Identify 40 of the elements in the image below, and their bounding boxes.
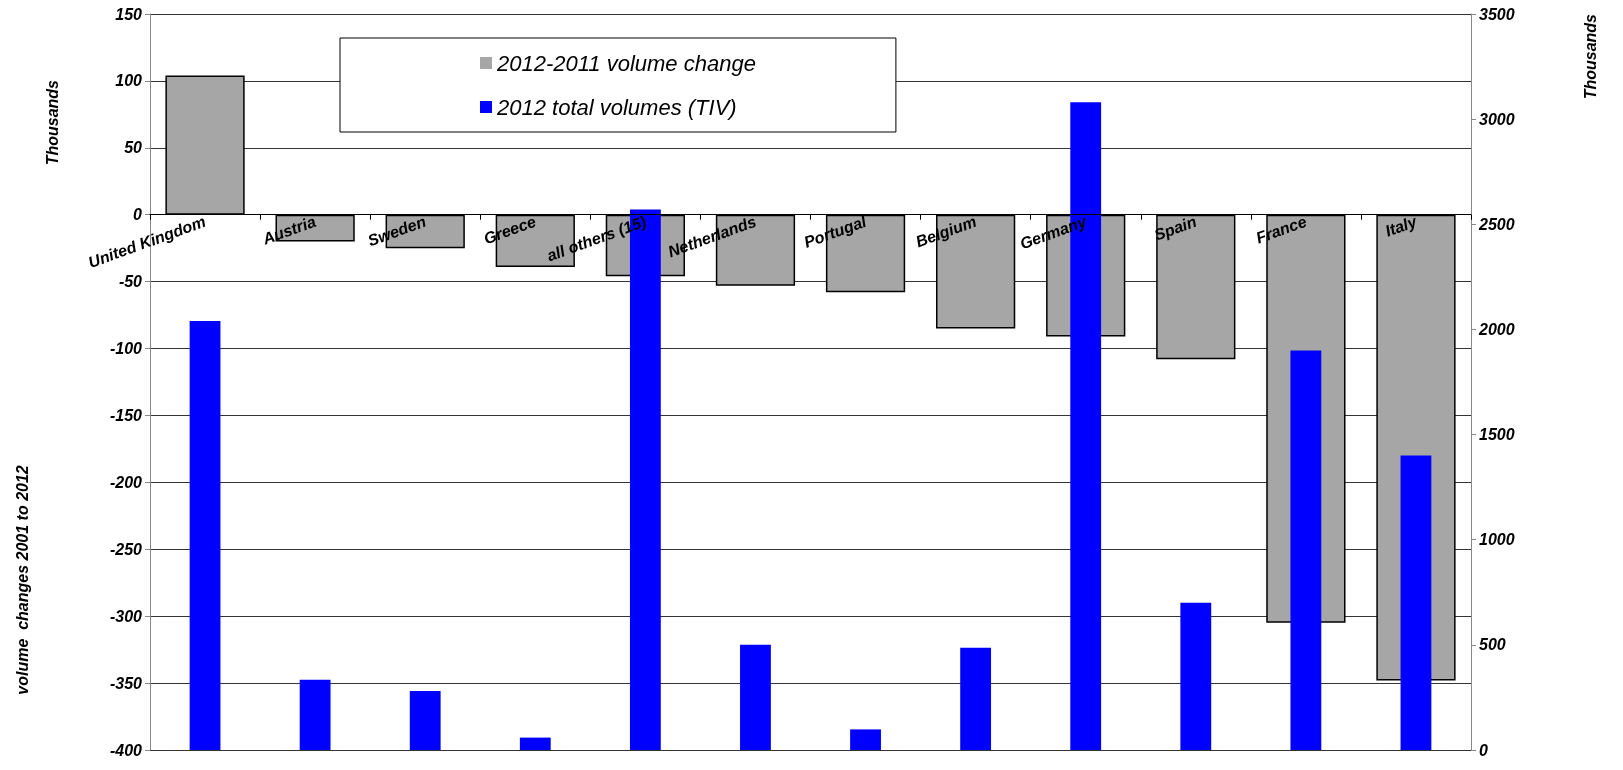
legend-label: 2012 total volumes (TIV) [496, 94, 737, 120]
y2-tick-label: 0 [1479, 741, 1488, 759]
y-tick-label: -250 [109, 540, 143, 558]
bar [960, 647, 992, 750]
y-tick-label: 100 [115, 72, 143, 90]
bar [1400, 455, 1432, 750]
y2-tick-label: 1500 [1479, 426, 1515, 444]
x-tick-label: all others (15) [544, 212, 649, 265]
y2-tick-label: 500 [1479, 636, 1506, 654]
bar [189, 321, 221, 750]
x-tick-label: Greece [481, 212, 539, 248]
y-tick-label: 0 [133, 206, 143, 224]
legend-label: 2012-2011 volume change [496, 50, 756, 76]
x-tick-label: Italy [1382, 212, 1420, 240]
bar [740, 644, 771, 750]
y-axis-title: volume changes 2001 to 2012 [13, 465, 31, 695]
bar [850, 729, 881, 750]
y-tick-label: -100 [109, 340, 143, 358]
y2-axis-title: Thousands [1581, 13, 1599, 100]
y-tick-label: -350 [109, 674, 143, 692]
bar [299, 679, 331, 750]
x-tick-label: France [1253, 212, 1309, 247]
y2-tick-label: 1000 [1479, 531, 1515, 549]
y-tick-label: -300 [109, 607, 143, 625]
y-tick-label: -400 [109, 741, 143, 759]
y-tick-label: -200 [109, 473, 143, 491]
y-tick-label: 150 [115, 5, 143, 23]
text: Thousands [43, 79, 61, 166]
y2-tick-label: 2500 [1478, 215, 1515, 233]
bar [409, 691, 441, 750]
y2-tick-label: 3500 [1479, 5, 1515, 23]
y-tick-label: -50 [118, 273, 143, 291]
x-tick-label: Spain [1151, 212, 1199, 244]
y-tick-label: -150 [109, 406, 143, 424]
bar [1180, 602, 1212, 750]
bar [519, 737, 551, 750]
y2-tick-label: 3000 [1479, 110, 1515, 128]
x-tick-label: Austria [259, 212, 319, 248]
y-tick-label: 50 [124, 139, 143, 157]
y2-tick-label: 2000 [1478, 320, 1515, 338]
